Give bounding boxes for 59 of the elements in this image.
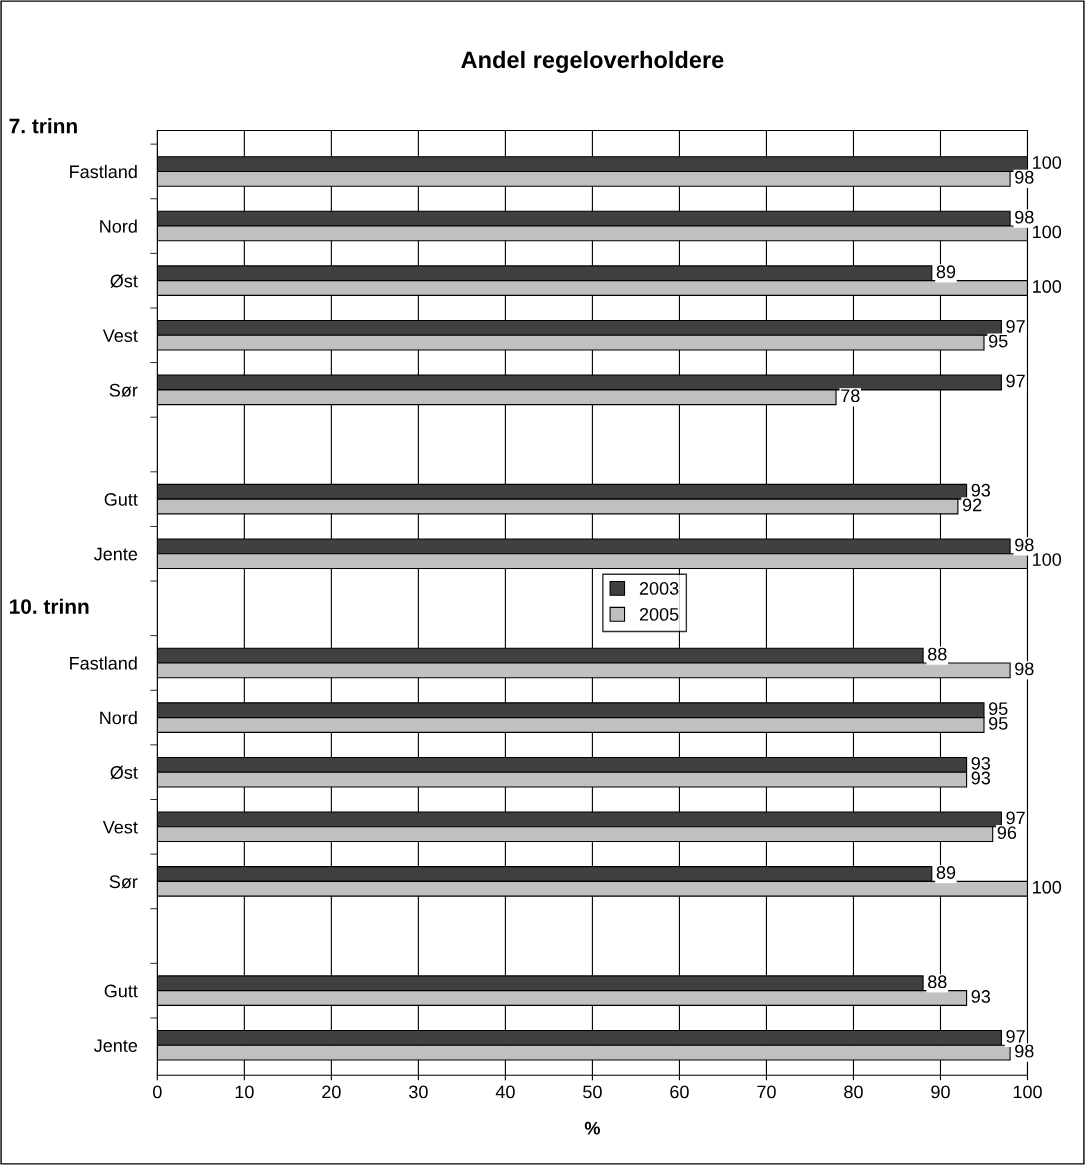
data-label: 89 [936,265,956,279]
y-tick-label: Jente [94,1039,138,1052]
data-label: 96 [997,826,1017,840]
data-label: 92 [962,498,982,512]
x-tick-label: 80 [844,1085,863,1099]
data-label: 88 [928,647,947,661]
x-tick-label: 50 [583,1085,602,1099]
y-tick-label: Gutt [104,493,138,506]
data-label: 100 [1033,280,1062,293]
data-label: 97 [1006,319,1025,333]
y-tick-label: Nord [100,219,137,233]
y-tick-label: Øst [110,274,138,288]
data-label: 93 [971,756,991,770]
x-axis-title: % [584,1121,600,1135]
x-tick-label: 60 [670,1085,689,1099]
data-label: 97 [1006,374,1025,388]
data-label: 100 [1033,156,1062,169]
x-tick-label: 30 [409,1085,428,1099]
data-label: 100 [1033,225,1062,239]
data-label: 89 [936,866,956,879]
y-tick-label: Sør [109,383,138,397]
data-label: 95 [989,702,1008,716]
data-label: 93 [971,771,991,785]
data-label: 93 [971,483,991,497]
data-label: 97 [1006,811,1025,825]
x-tick-label: 90 [931,1085,950,1099]
data-label: 97 [1006,1029,1025,1043]
y-tick-label: Nord [100,711,137,725]
data-label: 88 [928,975,947,989]
legend-label: 2003 [639,582,679,595]
y-tick-label: Gutt [104,984,138,998]
data-label: 100 [1033,880,1062,894]
data-label: 95 [989,717,1008,730]
y-tick-label: Fastland [70,656,137,670]
x-tick-label: 100 [1013,1085,1042,1099]
x-tick-label: 70 [757,1085,776,1099]
x-tick-label: 40 [495,1085,515,1099]
y-tick-label: Vest [102,820,138,834]
x-tick-label: 10 [235,1085,254,1099]
y-tick-label: Sør [109,875,138,889]
data-label: 100 [1033,553,1062,566]
data-label: 98 [1015,1044,1034,1058]
data-label: 98 [1015,538,1034,552]
x-tick-label: 20 [322,1085,341,1099]
data-label: 98 [1015,662,1034,676]
data-label: 98 [1015,170,1034,184]
data-label: 93 [971,990,991,1003]
y-tick-label: Jente [94,547,138,561]
x-tick-label: 0 [153,1085,162,1099]
text: 7. trinn [9,118,77,134]
y-tick-label: Vest [102,329,138,342]
data-label: 95 [989,334,1008,348]
y-tick-label: Fastland [70,164,137,179]
text: 10. trinn [10,598,89,614]
y-tick-label: Øst [110,765,138,780]
data-label: 78 [841,389,860,403]
legend-label: 2005 [639,607,679,621]
chart-title: Andel regeloverholdere [461,50,724,73]
data-label: 98 [1015,210,1034,224]
